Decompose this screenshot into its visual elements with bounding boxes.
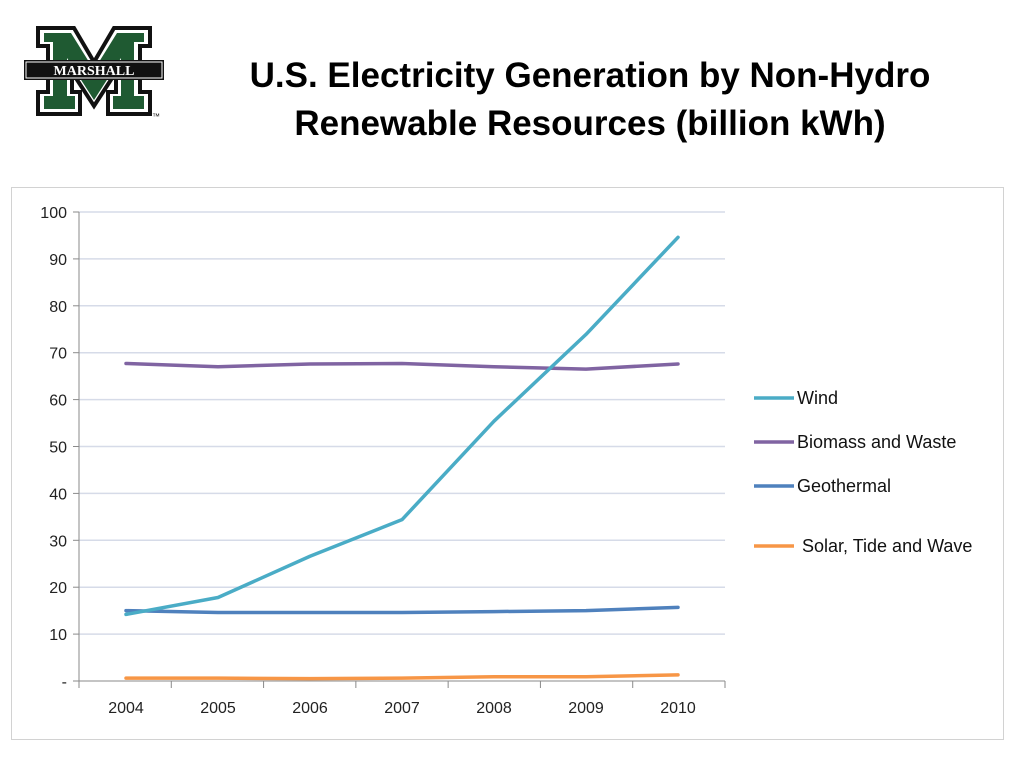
- y-tick-label-20: 20: [49, 580, 67, 597]
- x-tick-label-2006: 2006: [292, 700, 328, 717]
- x-tick-label-2005: 2005: [200, 700, 236, 717]
- y-tick-label-100: 100: [40, 205, 67, 222]
- marshall-logo-icon: MARSHALL ™: [24, 26, 164, 121]
- series-line-biomass-and-waste: [124, 361, 680, 371]
- y-tick-label-0: -: [62, 674, 67, 691]
- y-tick-label-90: 90: [49, 252, 67, 269]
- logo-text: MARSHALL: [54, 64, 135, 79]
- legend-label-solar-tide-and-wave: Solar, Tide and Wave: [802, 536, 972, 556]
- series-line-solar-tide-and-wave: [124, 673, 680, 681]
- marshall-logo: MARSHALL ™: [24, 22, 164, 122]
- legend-label-wind: Wind: [797, 388, 838, 408]
- logo-tm: ™: [152, 112, 160, 121]
- x-tick-label-2008: 2008: [476, 700, 512, 717]
- y-tick-label-60: 60: [49, 393, 67, 410]
- y-tick-label-70: 70: [49, 346, 67, 363]
- y-tick-label-50: 50: [49, 440, 67, 457]
- x-tick-label-2009: 2009: [568, 700, 604, 717]
- page-title: U.S. Electricity Generation by Non-Hydro…: [175, 52, 1005, 148]
- y-tick-label-80: 80: [49, 299, 67, 316]
- y-tick-label-10: 10: [49, 627, 67, 644]
- line-chart: - 10 20 30 40 50 60 70 80 90 100 2004 2005 2006 2007 20…: [40, 205, 972, 717]
- title-line-2: Renewable Resources (billion kWh): [294, 104, 886, 143]
- legend-label-biomass-and-waste: Biomass and Waste: [797, 432, 956, 452]
- y-tick-label-40: 40: [49, 486, 67, 503]
- y-tick-label-30: 30: [49, 533, 67, 550]
- x-tick-label-2007: 2007: [384, 700, 420, 717]
- chart-frame: - 10 20 30 40 50 60 70 80 90 100 2004 2005 2006 2007 20…: [11, 187, 1004, 740]
- x-tick-label-2004: 2004: [108, 700, 144, 717]
- x-tick-label-2010: 2010: [660, 700, 696, 717]
- legend-label-geothermal: Geothermal: [797, 476, 891, 496]
- title-line-1: U.S. Electricity Generation by Non-Hydro: [249, 56, 931, 95]
- series-line-geothermal: [124, 605, 680, 615]
- series-line-wind: [124, 235, 680, 617]
